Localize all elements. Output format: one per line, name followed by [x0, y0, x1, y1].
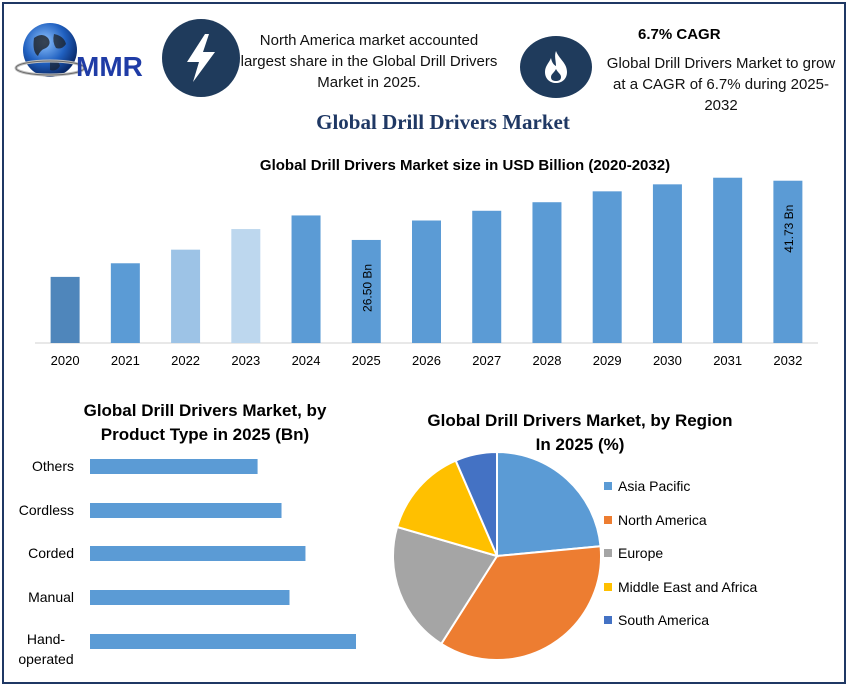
product-type-title-line1: Global Drill Drivers Market, by: [83, 401, 327, 420]
bar-2023: [231, 229, 261, 343]
legend-swatch: [604, 516, 612, 524]
category-label-corded: Corded: [28, 545, 74, 561]
x-tick-label-2031: 2031: [713, 353, 742, 368]
bar-2026: [412, 220, 441, 343]
globe-icon: MMR: [14, 23, 143, 82]
data-label-2032: 41.73 Bn: [782, 205, 796, 253]
region-pie-chart: [392, 450, 602, 661]
legend-item-asia-pacific: Asia Pacific: [604, 478, 690, 494]
legend-swatch: [604, 583, 612, 591]
x-tick-label-2025: 2025: [352, 353, 381, 368]
svg-text:MMR: MMR: [76, 51, 143, 82]
page-title: Global Drill Drivers Market: [316, 110, 570, 134]
bar-2022: [171, 249, 201, 343]
cagr-badge: [520, 36, 592, 98]
pie-slice-north-america: [439, 545, 602, 661]
hbar-manual: [90, 590, 290, 605]
data-label-2025: 26.50 Bn: [360, 264, 374, 312]
mmr-logo: MMR: [12, 20, 157, 82]
legend-label: Europe: [618, 545, 664, 561]
bar-2025: [351, 239, 381, 343]
market-size-bar-chart: 2020 2021 2022 2023 2024 2025 26.50 Bn 2026 2027…: [35, 177, 818, 368]
x-tick-label-2023: 2023: [231, 353, 260, 368]
hbar-corded: [90, 546, 306, 561]
bar-2030: [652, 184, 682, 343]
legend-item-middle-east-and-africa: Middle East and Africa: [604, 579, 757, 595]
pie-slice-middle-east-and-africa: [395, 459, 499, 558]
flame-icon: [545, 51, 567, 83]
cagr-text: Global Drill Drivers Market to grow at a…: [606, 55, 836, 114]
hbar-hand-operated: [90, 634, 356, 649]
legend-swatch: [604, 482, 612, 490]
product-type-chart-title: Global Drill Drivers Market, by Product …: [60, 399, 350, 447]
legend-swatch: [604, 549, 612, 557]
category-label-cordless: Cordless: [18, 502, 74, 518]
market-share-badge: [162, 19, 240, 97]
x-tick-label-2020: 2020: [51, 353, 80, 368]
bar-2020: [50, 276, 80, 343]
legend-item-north-america: North America: [604, 512, 707, 528]
category-label-others: Others: [31, 458, 74, 474]
x-tick-label-2022: 2022: [171, 353, 200, 368]
bar-2021: [110, 263, 140, 343]
category-label-hand-operated: Hand-operated: [18, 631, 74, 667]
region-title-line1: Global Drill Drivers Market, by Region: [427, 411, 733, 430]
cagr-title: 6.7% CAGR: [638, 26, 721, 43]
lightning-icon: [187, 34, 215, 82]
product-type-title-line2: Product Type in 2025 (Bn): [100, 425, 310, 444]
legend-label: North America: [618, 512, 707, 528]
bar-2031: [713, 177, 743, 343]
x-tick-label-2030: 2030: [653, 353, 682, 368]
legend-label: South America: [618, 612, 710, 628]
pie-slice-europe: [392, 525, 499, 646]
x-tick-label-2026: 2026: [412, 353, 441, 368]
pie-slice-south-america: [454, 450, 498, 557]
hbar-others: [90, 459, 258, 474]
x-tick-label-2032: 2032: [773, 353, 802, 368]
bar-2024: [291, 215, 321, 343]
legend-item-south-america: South America: [604, 612, 709, 628]
x-tick-label-2024: 2024: [292, 353, 321, 368]
x-tick-label-2028: 2028: [533, 353, 562, 368]
product-type-bar-chart: [90, 459, 356, 649]
legend-label: Middle East and Africa: [618, 579, 758, 595]
region-title-line2: In 2025 (%): [535, 435, 625, 454]
bar-2032: [773, 180, 803, 343]
legend-swatch: [604, 616, 612, 624]
legend-label: Asia Pacific: [618, 478, 691, 494]
region-chart-title: Global Drill Drivers Market, by Region I…: [400, 409, 760, 457]
size-chart-title: Global Drill Drivers Market size in USD …: [259, 157, 671, 174]
legend-item-europe: Europe: [604, 545, 663, 561]
bar-2029: [592, 191, 622, 343]
x-tick-label-2027: 2027: [472, 353, 501, 368]
pie-slice-asia-pacific: [496, 450, 602, 558]
x-tick-label-2029: 2029: [593, 353, 622, 368]
hbar-cordless: [90, 503, 282, 518]
market-share-text: North America market accounted largest s…: [240, 32, 498, 91]
category-label-manual: Manual: [28, 589, 74, 605]
bar-2027: [472, 210, 502, 343]
x-tick-label-2021: 2021: [111, 353, 140, 368]
bar-2028: [532, 202, 562, 343]
